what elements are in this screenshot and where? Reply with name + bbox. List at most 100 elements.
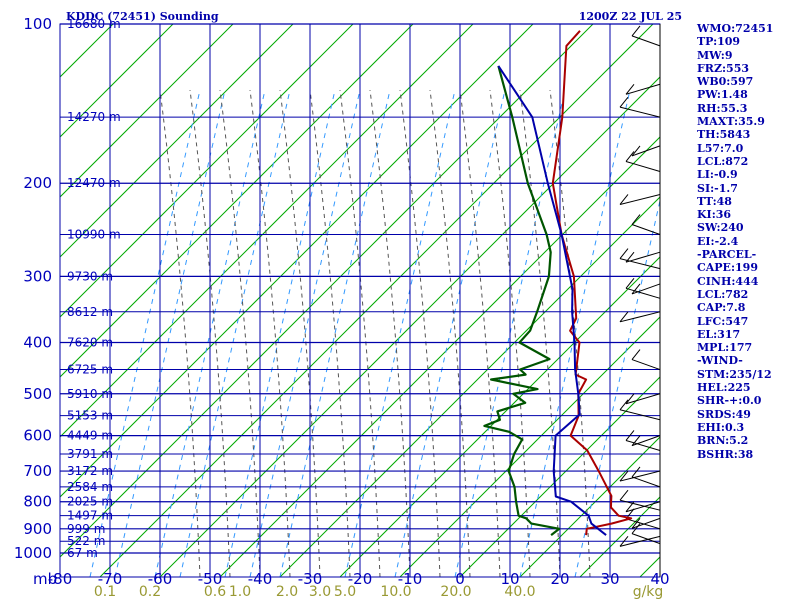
sounding-parameter: BSHR:38 [697,447,754,461]
sounding-parameter: CINH:444 [697,274,759,288]
pressure-tick-label: 200 [23,174,52,192]
wind-barb [631,476,661,488]
wind-barb-flag [625,151,635,162]
sounding-parameter: PW:1.48 [697,88,748,102]
dry-adiabat-line [60,24,414,378]
wind-barb [619,106,661,118]
wind-barb [631,145,661,157]
mixing-ratio-tick-label: 2.0 [276,584,298,600]
wind-barb [625,393,661,405]
height-label: 9730 m [67,269,113,283]
mixing-ratio-line [454,89,566,577]
moist-adiabat-line [189,89,231,577]
sounding-parameter: FRZ:553 [697,61,750,75]
wind-barb [631,359,661,371]
wind-barb [619,470,661,482]
sounding-parameter: WMO:72451 [697,22,774,35]
moist-adiabats [159,89,591,577]
moist-adiabat-line [249,89,291,577]
sounding-parameter: BRN:5.2 [697,434,749,448]
height-label: 7620 m [67,335,113,349]
sounding-parameter: CAP:7.8 [697,301,746,315]
temperature-tick-label: -50 [198,570,223,588]
dry-adiabat-line [399,316,660,577]
moist-adiabat-line [429,89,471,577]
temperature-tick-label: -80 [48,570,73,588]
dry-adiabats [60,24,660,577]
wind-barb [625,518,661,530]
height-label: 67 m [67,546,98,560]
height-label: 5910 m [67,387,113,401]
mixing-ratio-tick-label: 0.6 [204,584,226,600]
temperature-tick-label: -70 [98,570,123,588]
wind-barb [619,311,661,323]
height-label: 999 m [67,522,105,536]
height-label: 12470 m [67,176,121,190]
dry-adiabat-line [60,24,354,318]
wind-barb-flag [619,399,629,411]
height-label: 10990 m [67,228,121,242]
temperature-tick-label: -30 [298,570,323,588]
temperature-tick-label: 0 [455,570,465,588]
wind-barb-flag [631,145,641,157]
dry-adiabat-line [459,376,660,577]
height-label: 2584 m [67,480,113,494]
temperature-tick-label: -10 [398,570,423,588]
sounding-parameter: WB0:597 [697,75,754,89]
mixing-ratio-line [154,89,266,577]
wind-barb [619,258,661,270]
temperature-tick-label: -40 [248,570,273,588]
wind-barb-flag [625,277,635,289]
mixing-ratio-tick-label: 20.0 [440,584,471,600]
sounding-parameter: L57:7.0 [697,141,744,155]
temperature-tick-label: 20 [550,570,569,588]
sounding-parameter: SRDS:49 [697,407,751,421]
wind-barb-flag [625,83,635,95]
moist-adiabat-line [459,89,501,577]
moist-adiabat-line [549,89,591,577]
wind-barb [619,499,661,511]
wind-barb [625,251,661,263]
mixing-ratio-line [574,198,660,577]
sounding-parameter: TH:5843 [697,128,751,142]
wind-barb [631,283,661,295]
height-label: 2025 m [67,495,113,509]
moist-adiabat-line [279,89,321,577]
temperature-tick-label: 40 [650,570,669,588]
chart-time: 1200Z 22 JUL 25 [579,10,682,23]
mixing-ratio-tick-label: 3.0 [309,584,331,600]
sounding-parameter: EI:-2.4 [697,234,739,248]
wind-barb-flag [631,283,641,295]
wind-barb-flag [619,489,629,501]
sounding-parameter: STM:235/12 [697,367,772,381]
grid [59,23,661,578]
mixing-ratio-line [519,89,631,577]
moist-adiabat-line [219,89,261,577]
sounding-parameter: LFC:547 [697,314,749,328]
wind-barb [631,533,661,545]
wind-barb-flag [625,430,635,441]
mixing-ratio-tick-label: 1.0 [229,584,251,600]
sounding-parameter: MAXT:35.9 [697,115,765,129]
mixing-ratio-line [249,89,361,577]
height-label: 6725 m [67,363,113,377]
sounding-parameter: RH:55.3 [697,101,748,115]
temperature-tick-label: -20 [348,570,373,588]
height-label: 16680 m [67,17,121,31]
dewpoint-profile-line [483,65,561,536]
dry-adiabat-line [60,24,174,138]
sounding-parameter: KI:36 [697,208,732,222]
wind-barb-flag [631,214,641,225]
sounding-parameter: SW:240 [697,221,744,235]
height-label: 3791 m [67,447,113,461]
wind-barb-flag [631,435,641,446]
sounding-parameter: SI:-1.7 [697,181,738,195]
height-label: 8612 m [67,305,113,319]
wind-barb [625,160,661,172]
mixing-ratio-tick-label: 10.0 [380,584,411,600]
dry-adiabat-line [279,196,660,577]
height-label: 4449 m [67,429,113,443]
pressure-tick-label: 900 [23,520,52,538]
